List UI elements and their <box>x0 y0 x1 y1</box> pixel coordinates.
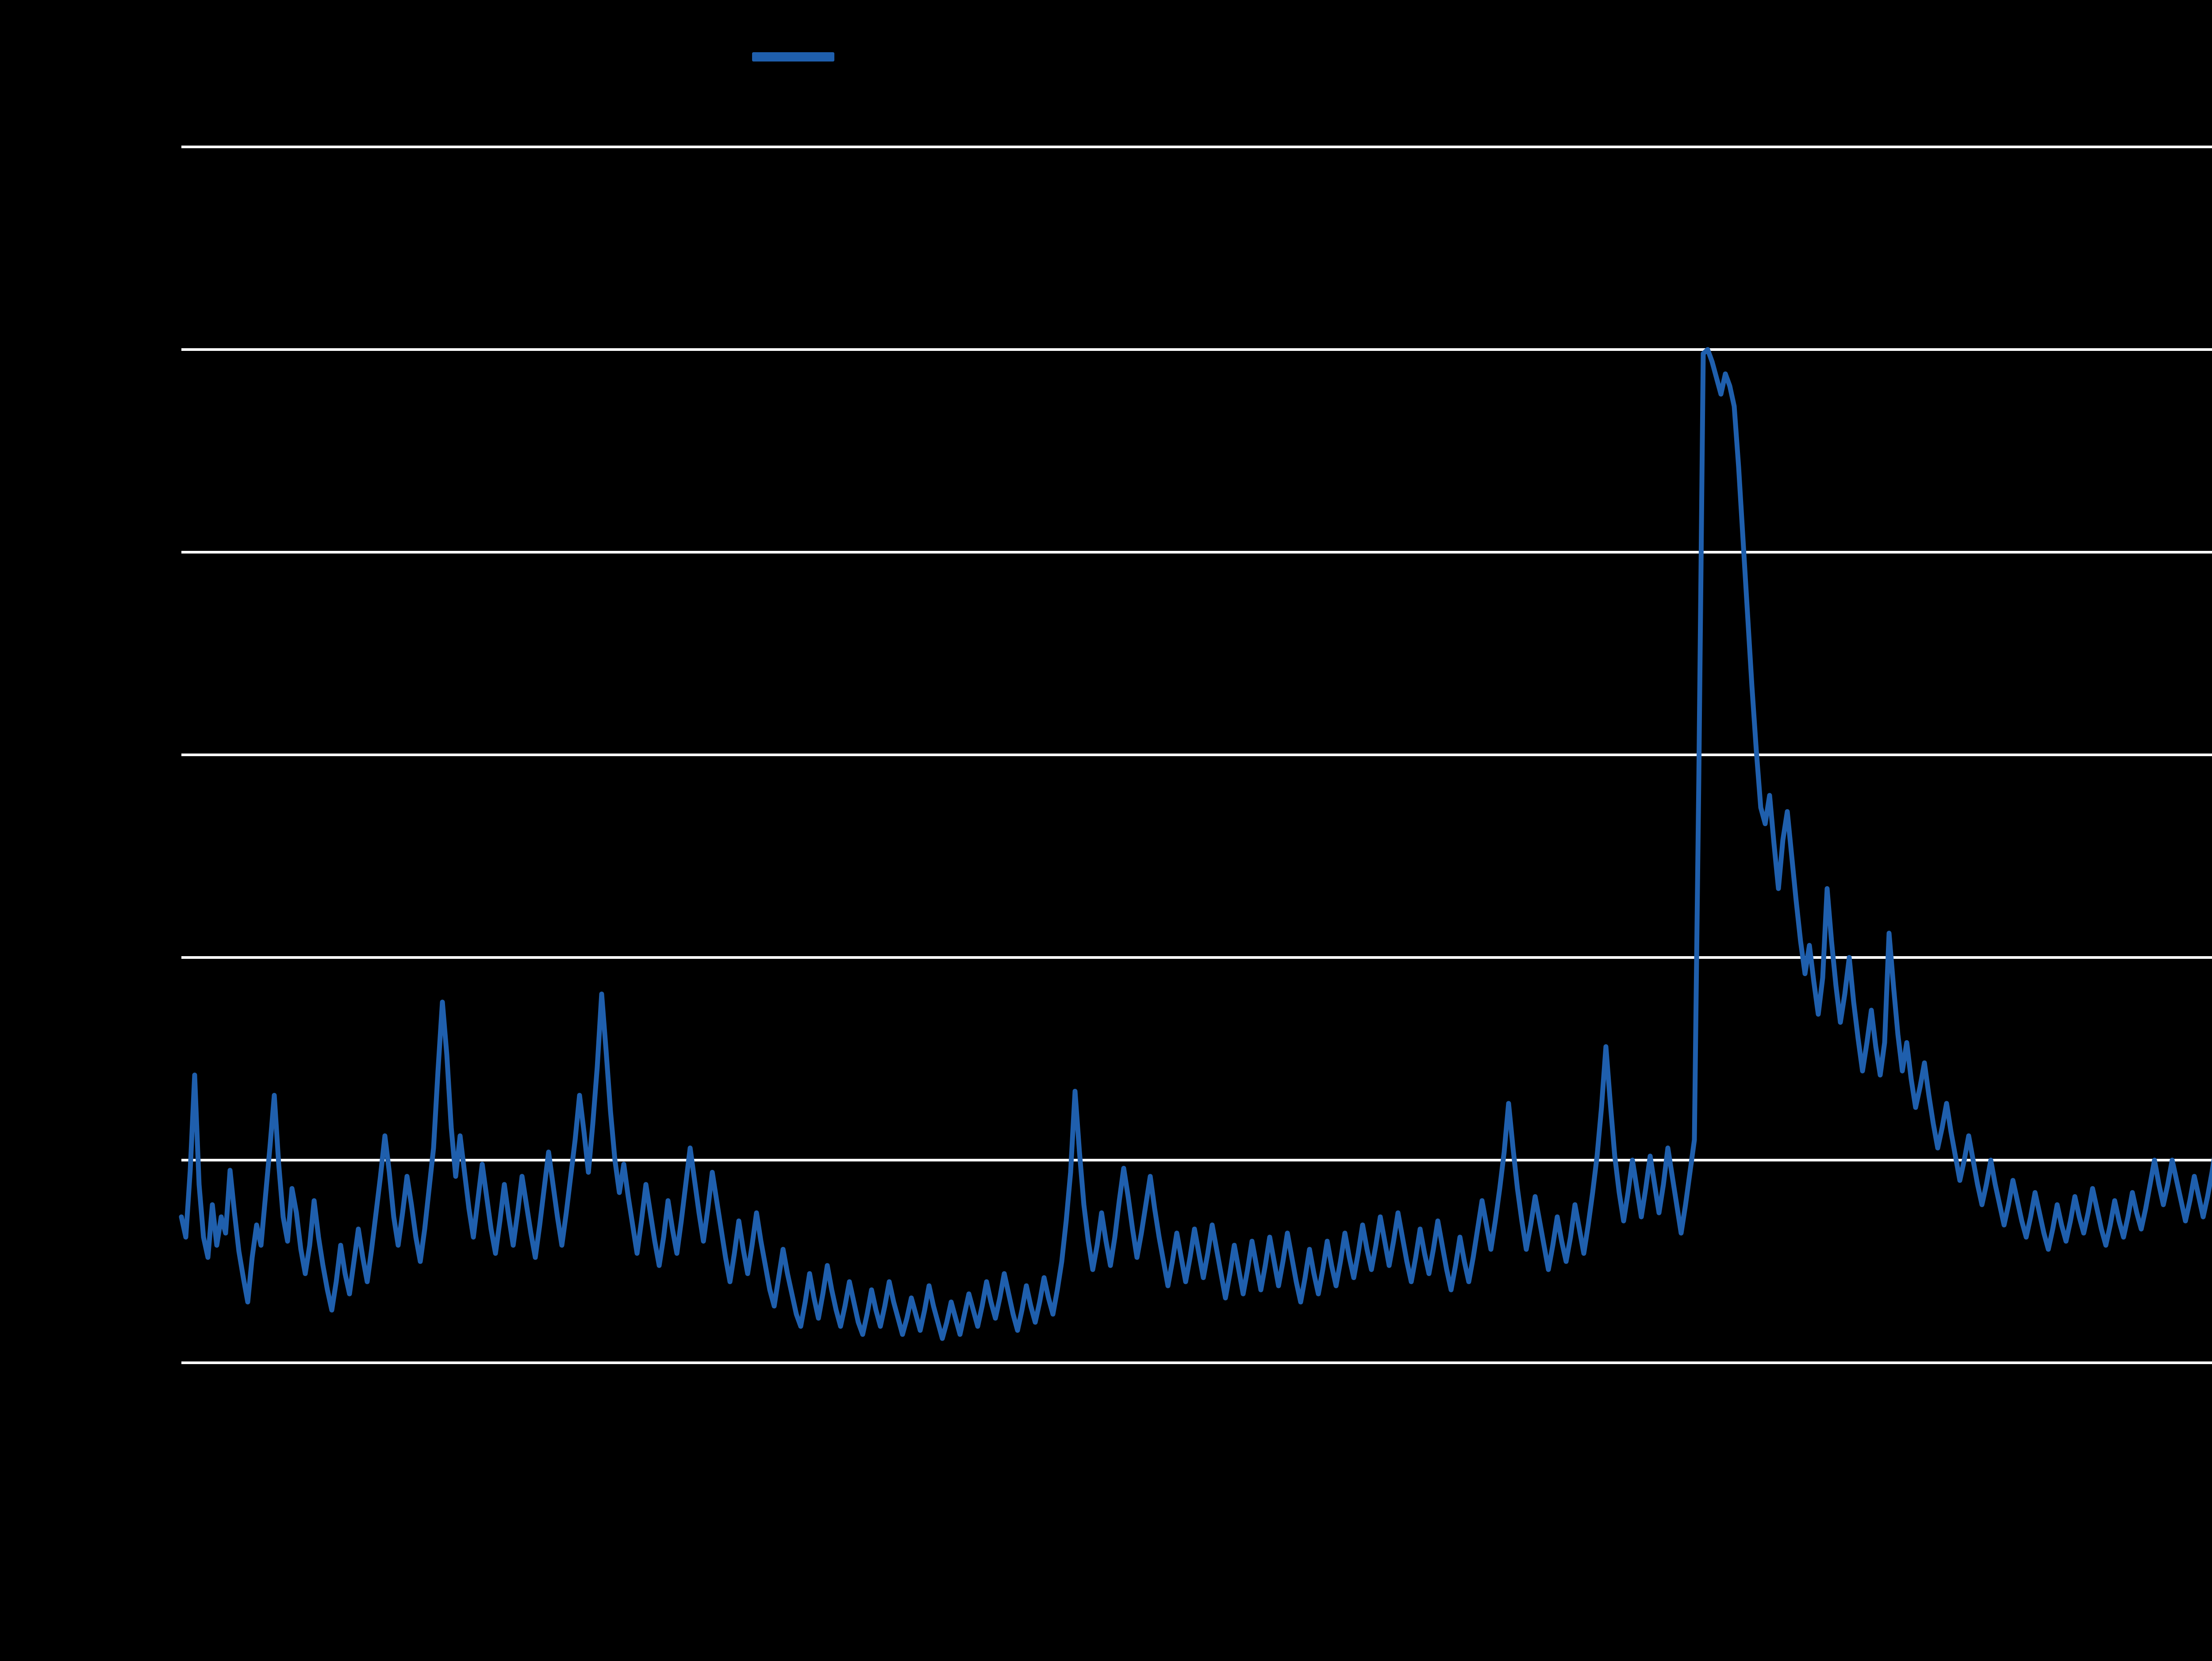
series-line-0 <box>179 347 2212 1341</box>
plot-area <box>179 133 2212 1380</box>
chart-legend <box>752 41 847 73</box>
plot-svg <box>179 146 2212 1364</box>
gridlines-group <box>181 146 2212 1364</box>
line-swatch-icon <box>752 52 834 62</box>
